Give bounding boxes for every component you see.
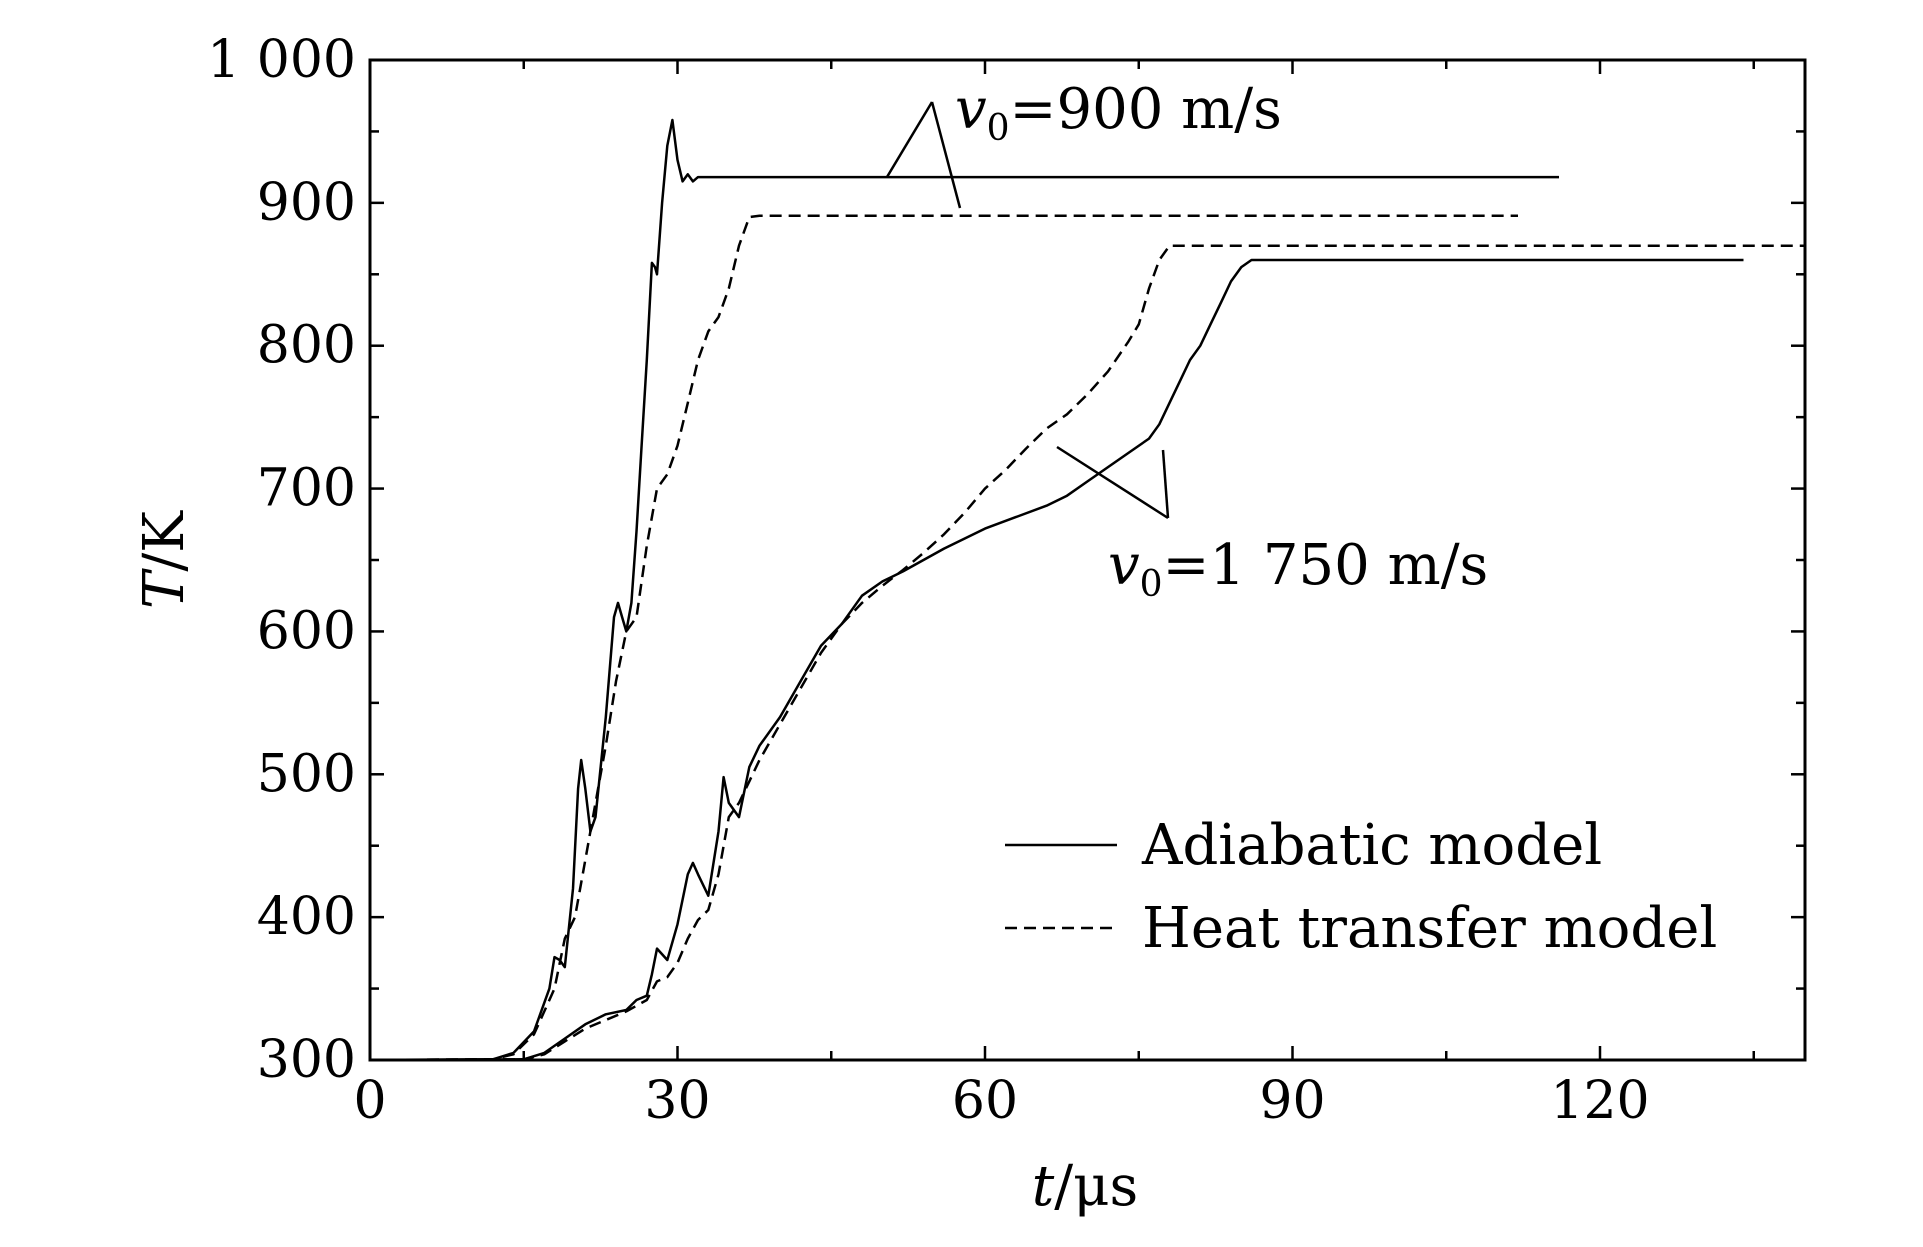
x-tick-label: 90 xyxy=(1259,1071,1325,1131)
series-line-3-dashed xyxy=(369,244,1805,1062)
x-tick-label: 60 xyxy=(952,1071,1018,1131)
x-axis-unit: μs xyxy=(1073,1154,1138,1219)
annotation-1750-var: v xyxy=(1108,533,1140,598)
annotation-v0-900: v0=900 m/s xyxy=(885,77,1282,209)
legend-label-adiabatic: Adiabatic model xyxy=(1141,813,1602,878)
y-axis-unit: K xyxy=(132,510,197,553)
annotation-1750-pointer-solid xyxy=(1161,449,1170,519)
x-axis-var: t xyxy=(1032,1154,1055,1219)
y-tick-label: 500 xyxy=(257,744,356,804)
x-tick-label: 120 xyxy=(1550,1071,1649,1131)
annotation-1750-sub: 0 xyxy=(1140,564,1163,605)
ticks xyxy=(368,58,1805,1062)
x-axis-title: t/μs xyxy=(1032,1154,1139,1219)
annotation-900-pointer-dashed xyxy=(930,101,962,209)
annotation-900-label: v0=900 m/s xyxy=(955,77,1282,149)
y-tick-label: 400 xyxy=(257,887,356,947)
y-tick-label: 800 xyxy=(257,316,356,376)
tick-labels: 0 30 60 90 120 300 400 500 600 700 800 900 1 000 xyxy=(207,30,1650,1131)
y-axis-var: T xyxy=(132,568,197,609)
annotation-900-pointer-solid xyxy=(885,101,934,178)
x-tick-label: 0 xyxy=(353,1071,386,1131)
y-tick-label: 700 xyxy=(257,459,356,519)
x-tick-label: 30 xyxy=(644,1071,710,1131)
annotation-900-var: v xyxy=(955,77,987,142)
y-axis-title: T/K xyxy=(132,510,197,609)
y-tick-label: 600 xyxy=(257,601,356,661)
y-tick-label: 900 xyxy=(257,173,356,233)
series-line-1-dashed xyxy=(369,214,1518,1062)
series-line-0-solid xyxy=(369,118,1559,1062)
annotation-1750-text: =1 750 m/s xyxy=(1163,533,1489,598)
y-axis-slash: / xyxy=(132,553,197,572)
series-line-2-solid xyxy=(369,258,1744,1062)
legend: Adiabatic model Heat transfer model xyxy=(1005,813,1717,961)
annotation-900-sub: 0 xyxy=(987,108,1010,149)
annotation-v0-1750: v0=1 750 m/s xyxy=(1056,445,1488,605)
annotation-900-text: =900 m/s xyxy=(1010,77,1282,142)
annotation-1750-pointer-dashed xyxy=(1056,445,1169,520)
annotation-1750-label: v0=1 750 m/s xyxy=(1108,533,1488,605)
x-axis-slash: / xyxy=(1054,1154,1073,1219)
legend-label-heat-transfer: Heat transfer model xyxy=(1142,896,1717,961)
y-tick-label: 300 xyxy=(257,1030,356,1090)
y-tick-label: 1 000 xyxy=(207,30,356,90)
series-layer xyxy=(369,118,1805,1062)
